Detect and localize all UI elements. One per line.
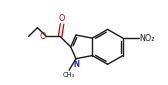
- Text: CH₃: CH₃: [63, 72, 75, 78]
- Text: O: O: [59, 14, 65, 23]
- Text: N: N: [73, 60, 79, 69]
- Text: O: O: [39, 32, 45, 41]
- Text: N: N: [73, 60, 79, 69]
- Text: NO₂: NO₂: [140, 34, 155, 43]
